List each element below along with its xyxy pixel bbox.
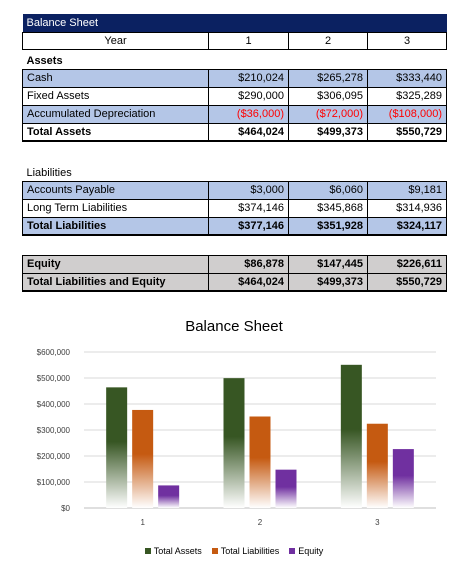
year-label[interactable]: Year [22, 31, 209, 50]
cell[interactable]: $290,000 [208, 86, 289, 106]
cell[interactable]: $345,868 [288, 198, 368, 218]
cell[interactable]: $377,146 [208, 216, 289, 236]
x-tick-label: 1 [140, 518, 145, 527]
cell[interactable]: $3,000 [208, 180, 289, 200]
row-label[interactable]: Cash [22, 68, 209, 88]
table-row-accumulated-depreciation: Accumulated Depreciation ($36,000) ($72,… [22, 104, 447, 124]
year-header-row: Year 1 2 3 [22, 31, 447, 50]
legend-label: Equity [298, 546, 324, 556]
bar-total-assets[interactable] [223, 378, 245, 508]
legend-label: Total Assets [153, 546, 202, 556]
cell[interactable]: $499,373 [288, 122, 368, 142]
x-tick-label: 3 [375, 518, 380, 527]
cell[interactable]: $6,060 [288, 180, 368, 200]
row-label[interactable]: Total Liabilities and Equity [22, 272, 209, 292]
year-3[interactable]: 3 [367, 31, 447, 50]
y-tick-label: $0 [61, 504, 70, 513]
year-1[interactable]: 1 [208, 31, 289, 50]
table-row-fixed-assets: Fixed Assets $290,000 $306,095 $325,289 [22, 86, 447, 106]
cell[interactable]: ($36,000) [208, 104, 289, 124]
legend-item[interactable]: Total Liabilities [211, 546, 280, 556]
cell[interactable]: $550,729 [367, 122, 447, 142]
row-label[interactable]: Total Liabilities [22, 216, 209, 236]
legend-label: Total Liabilities [220, 546, 280, 556]
bar-equity[interactable] [158, 485, 180, 508]
table-title-row: Balance Sheet [22, 14, 447, 32]
assets-heading-row: Assets [23, 49, 447, 69]
bar-total-assets[interactable] [106, 387, 128, 508]
bar-total-assets[interactable] [340, 364, 362, 508]
y-tick-label: $300,000 [37, 426, 71, 435]
table-row-accounts-payable: Accounts Payable $3,000 $6,060 $9,181 [22, 180, 447, 200]
cell[interactable]: $464,024 [208, 122, 289, 142]
table-row-total-assets: Total Assets $464,024 $499,373 $550,729 [22, 122, 447, 142]
cell[interactable]: $306,095 [288, 86, 368, 106]
cell[interactable]: $499,373 [288, 272, 368, 292]
chart-legend: Total Assets Total Liabilities Equity [22, 546, 446, 556]
chart-plot: $0 $100,000 $200,000 $300,000 $400,000 $500,0… [37, 348, 436, 527]
row-label[interactable]: Accumulated Depreciation [22, 104, 209, 124]
y-tick-label: $200,000 [37, 452, 71, 461]
bar-total-liabilities[interactable] [366, 423, 388, 508]
table-row-total-liabilities: Total Liabilities $377,146 $351,928 $324… [22, 216, 447, 236]
row-label[interactable]: Total Assets [22, 122, 209, 142]
table-row-cash: Cash $210,024 $265,278 $333,440 [22, 68, 447, 88]
x-tick-label: 2 [258, 518, 263, 527]
balance-sheet-chart[interactable]: Balance Sheet $0 $100,000 $200,000 $300,000… [22, 310, 446, 570]
row-label[interactable]: Long Term Liabilities [22, 198, 209, 218]
balance-sheet-table: Balance Sheet Year 1 2 3 Assets Cash $21… [22, 14, 447, 292]
year-2[interactable]: 2 [288, 31, 368, 50]
y-tick-label: $100,000 [37, 478, 71, 487]
cell[interactable]: $147,445 [288, 254, 368, 274]
cell[interactable]: $333,440 [367, 68, 447, 88]
bar-equity[interactable] [392, 449, 414, 508]
bar-equity[interactable] [275, 469, 297, 508]
table-title: Balance Sheet [22, 14, 447, 32]
cell[interactable]: ($72,000) [288, 104, 368, 124]
table-row-long-term-liabilities: Long Term Liabilities $374,146 $345,868 … [22, 198, 447, 218]
chart-title: Balance Sheet [185, 318, 283, 335]
cell[interactable]: $351,928 [288, 216, 368, 236]
row-label[interactable]: Equity [22, 254, 209, 274]
bar-total-liabilities[interactable] [132, 409, 154, 508]
y-tick-label: $400,000 [37, 400, 71, 409]
legend-swatch [211, 548, 218, 554]
bar-total-liabilities[interactable] [249, 416, 271, 508]
cell[interactable]: $9,181 [367, 180, 447, 200]
cell[interactable]: $374,146 [208, 198, 289, 218]
cell[interactable]: $464,024 [208, 272, 289, 292]
y-tick-label: $500,000 [37, 374, 71, 383]
cell[interactable]: $226,611 [367, 254, 447, 274]
cell[interactable]: $314,936 [367, 198, 447, 218]
cell[interactable]: $324,117 [367, 216, 447, 236]
table-row-equity: Equity $86,878 $147,445 $226,611 [22, 254, 447, 274]
row-label[interactable]: Accounts Payable [22, 180, 209, 200]
liabilities-heading: Liabilities [26, 166, 72, 179]
y-tick-label: $600,000 [37, 348, 71, 357]
cell[interactable]: $265,278 [288, 68, 368, 88]
cell[interactable]: $550,729 [367, 272, 447, 292]
legend-swatch [144, 548, 151, 554]
cell[interactable]: $325,289 [367, 86, 447, 106]
legend-swatch [289, 548, 296, 554]
liabilities-heading-row: Liabilities [23, 161, 447, 181]
row-label[interactable]: Fixed Assets [22, 86, 209, 106]
cell[interactable]: $210,024 [208, 68, 289, 88]
assets-heading: Assets [26, 55, 63, 67]
cell[interactable]: $86,878 [208, 254, 289, 274]
table-row-total-liabilities-equity: Total Liabilities and Equity $464,024 $4… [22, 272, 447, 292]
legend-item[interactable]: Equity [289, 546, 323, 556]
cell[interactable]: ($108,000) [367, 104, 447, 124]
legend-item[interactable]: Total Assets [144, 546, 202, 556]
